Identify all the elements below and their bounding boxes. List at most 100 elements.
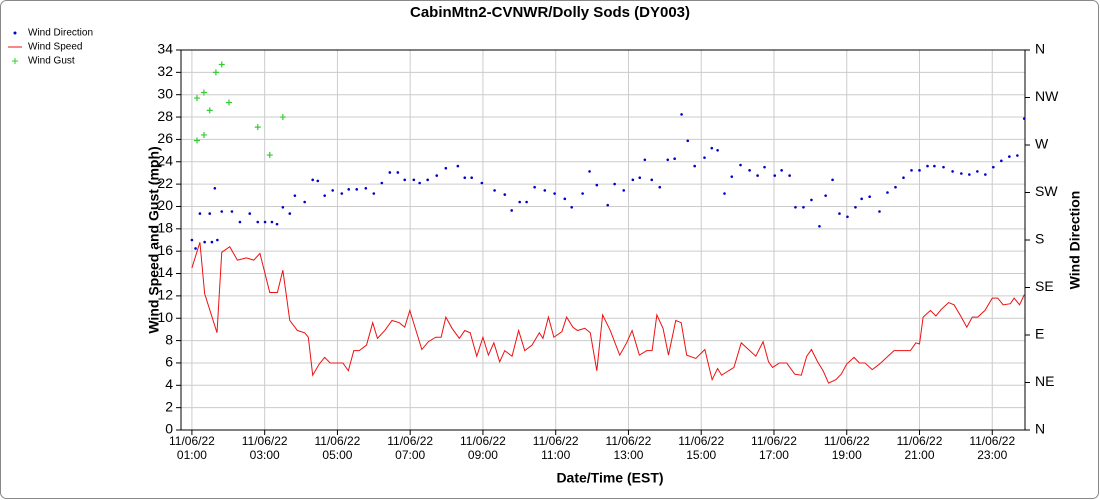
- direction-marker: [303, 200, 306, 204]
- direction-marker: [951, 170, 954, 173]
- direction-marker: [412, 178, 416, 182]
- direction-marker: [331, 189, 335, 192]
- y2-tick-label: N: [1035, 41, 1045, 57]
- direction-marker: [595, 183, 599, 187]
- direction-marker: [942, 165, 945, 169]
- direction-marker: [216, 238, 219, 242]
- direction-marker: [1022, 117, 1026, 120]
- direction-marker: [802, 205, 805, 209]
- gust-marker: [194, 137, 201, 144]
- direction-marker: [763, 165, 766, 169]
- x-tick-label: 11/06/22 11:00: [532, 434, 579, 462]
- legend-swatch: [12, 58, 18, 64]
- direction-marker: [198, 212, 202, 215]
- y-tick-label: 34: [157, 41, 173, 57]
- x-axis-label: Date/Time (EST): [556, 470, 663, 486]
- direction-marker: [910, 169, 913, 172]
- direction-marker: [1000, 159, 1003, 163]
- y2-tick-label: S: [1035, 231, 1044, 247]
- y-tick-label: 16: [157, 242, 173, 258]
- direction-marker: [818, 224, 821, 228]
- direction-marker: [838, 212, 841, 215]
- gust-marker: [200, 89, 207, 96]
- direction-marker: [323, 194, 326, 197]
- direction-marker: [435, 174, 439, 177]
- y-tick-label: 30: [157, 85, 173, 101]
- legend-swatch: [13, 31, 17, 35]
- gust-marker: [194, 95, 201, 102]
- x-tick-label: 11/06/22 03:00: [241, 434, 288, 462]
- direction-marker: [194, 247, 197, 250]
- direction-marker: [886, 191, 889, 194]
- y-tick-label: 22: [157, 175, 173, 191]
- direction-marker: [723, 192, 726, 195]
- direction-marker: [780, 169, 783, 172]
- y-tick-label: 4: [165, 376, 173, 392]
- direction-marker: [275, 222, 279, 226]
- direction-marker: [1008, 155, 1011, 158]
- legend-label: Wind Gust: [28, 56, 75, 67]
- direction-marker: [868, 195, 871, 199]
- direction-marker: [470, 176, 473, 180]
- gust-marker: [266, 152, 273, 159]
- direction-marker: [680, 113, 683, 116]
- direction-marker: [570, 205, 574, 209]
- direction-marker: [213, 186, 217, 190]
- y-tick-label: 28: [157, 108, 173, 124]
- gust-marker: [212, 69, 219, 76]
- y2-tick-label: SE: [1035, 278, 1054, 294]
- x-tick-label: 11/06/22 05:00: [314, 434, 361, 462]
- direction-marker: [340, 192, 344, 195]
- y2-tick-label: W: [1035, 136, 1049, 152]
- y-tick-label: 24: [157, 152, 173, 168]
- direction-marker: [926, 164, 929, 168]
- x-tick-label: 11/06/22 23:00: [969, 434, 1016, 462]
- x-tick-label: 11/06/22 07:00: [387, 434, 434, 462]
- direction-marker: [533, 185, 536, 189]
- direction-marker: [463, 176, 467, 180]
- direction-marker: [418, 181, 421, 185]
- y-axis-label: Wind Speed and Gust (mph): [146, 146, 162, 333]
- direction-marker: [480, 181, 484, 185]
- direction-marker: [613, 182, 616, 186]
- x-tick-label: 11/06/22 15:00: [678, 434, 725, 462]
- direction-marker: [208, 212, 212, 215]
- legend-label: Wind Speed: [28, 42, 82, 53]
- direction-marker: [894, 185, 897, 189]
- direction-marker: [693, 164, 696, 168]
- x-tick-label: 11/06/22 01:00: [168, 434, 215, 462]
- direction-marker: [933, 164, 936, 168]
- y-tick-label: 14: [157, 264, 173, 280]
- direction-marker: [1016, 154, 1019, 157]
- gust-marker: [200, 131, 207, 138]
- direction-marker: [810, 198, 813, 202]
- direction-marker: [281, 205, 285, 209]
- x-tick-label: 11/06/22 09:00: [460, 434, 506, 462]
- direction-marker: [553, 192, 556, 195]
- y-tick-label: 26: [157, 130, 173, 146]
- x-tick-label: 11/06/22 21:00: [896, 434, 943, 462]
- direction-marker: [846, 215, 849, 219]
- direction-marker: [311, 178, 314, 182]
- direction-marker: [716, 148, 719, 152]
- direction-marker: [960, 172, 963, 175]
- direction-marker: [860, 197, 863, 201]
- direction-marker: [638, 176, 642, 180]
- direction-marker: [256, 220, 260, 224]
- direction-marker: [631, 178, 635, 182]
- direction-marker: [788, 174, 791, 177]
- direction-marker: [918, 169, 921, 172]
- direction-marker: [710, 146, 714, 150]
- direction-marker: [581, 192, 584, 195]
- legend-label: Wind Direction: [28, 28, 93, 39]
- direction-marker: [643, 158, 647, 162]
- direction-marker: [503, 193, 507, 196]
- gust-marker: [206, 107, 213, 114]
- direction-marker: [220, 210, 224, 213]
- direction-marker: [606, 203, 610, 207]
- direction-marker: [976, 170, 979, 173]
- y2-axis-label: Wind Direction: [1067, 191, 1083, 290]
- direction-marker: [364, 186, 368, 190]
- y-tick-label: 12: [157, 287, 173, 303]
- direction-marker: [380, 181, 384, 185]
